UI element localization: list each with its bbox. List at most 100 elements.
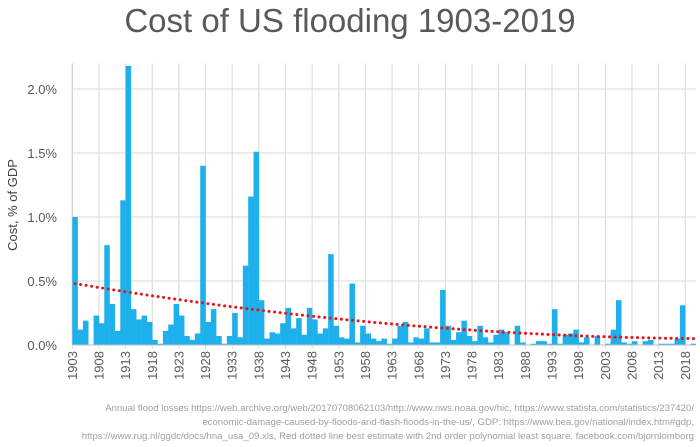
footnote-line-3: https://www.rug.nl/ggdc/docs/hna_usa_09.… bbox=[82, 431, 694, 442]
x-tick-label: 1993 bbox=[545, 351, 560, 380]
x-tick-label: 1933 bbox=[225, 351, 240, 380]
bar-1905 bbox=[82, 320, 89, 345]
bar-1987 bbox=[520, 342, 526, 345]
bar-1919 bbox=[157, 343, 164, 345]
x-tick-label: 1963 bbox=[385, 351, 400, 380]
x-tick-label: 1978 bbox=[465, 351, 480, 380]
bar-1914 bbox=[130, 309, 137, 345]
bar-1935 bbox=[242, 265, 249, 345]
bar-1911 bbox=[114, 330, 121, 345]
bar-1936 bbox=[248, 196, 254, 345]
bar-2016 bbox=[674, 338, 681, 345]
bar-1974 bbox=[450, 339, 457, 345]
bar-1979 bbox=[477, 325, 483, 345]
bar-1970 bbox=[429, 342, 435, 345]
bar-2005 bbox=[615, 300, 622, 345]
bar-1917 bbox=[146, 321, 153, 345]
bar-1990 bbox=[536, 341, 542, 345]
bar-1978 bbox=[472, 341, 478, 345]
bar-1915 bbox=[136, 319, 142, 345]
x-tick-labels: 1903 1908 1913 1918 1923 1928 1933 1938 1943 1948… bbox=[65, 351, 693, 380]
bar-1907 bbox=[93, 315, 100, 345]
bar-1945 bbox=[296, 318, 302, 345]
bar-1941 bbox=[274, 333, 281, 345]
y-tick-label: 0.5% bbox=[27, 274, 57, 289]
x-tick-label: 1973 bbox=[438, 351, 453, 380]
bar-1934 bbox=[237, 337, 244, 345]
bar-2019 bbox=[690, 343, 697, 345]
x-tick-label: 1998 bbox=[571, 351, 586, 380]
y-tick-label: 1.0% bbox=[27, 210, 57, 225]
bar-1996 bbox=[567, 333, 574, 345]
bar-1966 bbox=[408, 342, 414, 345]
bars bbox=[72, 65, 697, 346]
bar-1967 bbox=[413, 337, 419, 345]
bar-1942 bbox=[280, 323, 286, 345]
trendline bbox=[73, 282, 698, 341]
x-tick-label: 1913 bbox=[118, 351, 133, 380]
bar-1955 bbox=[349, 283, 355, 345]
bar-1969 bbox=[424, 328, 430, 345]
bar-1931 bbox=[221, 343, 228, 345]
bar-1976 bbox=[461, 320, 467, 345]
bar-1947 bbox=[306, 307, 313, 345]
bar-1949 bbox=[317, 333, 324, 345]
bar-1922 bbox=[173, 304, 180, 345]
bar-2010 bbox=[642, 341, 649, 345]
x-tick-label: 1943 bbox=[278, 351, 293, 380]
x-tick-label: 1903 bbox=[65, 351, 80, 380]
bar-1972 bbox=[440, 289, 446, 345]
x-tick-label: 1983 bbox=[491, 351, 506, 380]
bar-1982 bbox=[493, 334, 499, 345]
bar-2017 bbox=[679, 305, 686, 345]
bar-1984 bbox=[504, 332, 510, 345]
bar-1948 bbox=[312, 319, 318, 345]
bar-2011 bbox=[647, 339, 654, 345]
bar-1975 bbox=[456, 332, 462, 345]
x-tick-label: 1928 bbox=[198, 351, 213, 380]
y-tick-labels: 0.0% 0.5% 1.0% 1.5% 2.0% bbox=[27, 82, 57, 353]
bar-1932 bbox=[226, 336, 233, 345]
x-tick-label: 1908 bbox=[91, 351, 106, 380]
bar-1940 bbox=[269, 332, 276, 345]
bar-1981 bbox=[488, 342, 494, 345]
bar-1923 bbox=[178, 315, 185, 345]
bar-1920 bbox=[162, 330, 169, 345]
bar-1989 bbox=[530, 343, 537, 345]
bar-1983 bbox=[498, 329, 505, 345]
bar-1939 bbox=[264, 338, 270, 345]
bar-1903 bbox=[72, 217, 78, 345]
x-tick-label: 1938 bbox=[251, 351, 266, 380]
bar-1958 bbox=[365, 333, 371, 345]
bar-1963 bbox=[392, 338, 398, 345]
gridlines bbox=[71, 63, 696, 349]
chart-title: Cost of US flooding 1903-2019 bbox=[124, 2, 575, 39]
bar-1909 bbox=[104, 245, 110, 345]
bar-1959 bbox=[370, 338, 377, 345]
x-tick-label: 2008 bbox=[624, 351, 639, 380]
bar-1918 bbox=[152, 339, 158, 345]
bar-1971 bbox=[434, 342, 441, 345]
bar-1964 bbox=[397, 325, 403, 345]
bar-1938 bbox=[258, 300, 265, 345]
bar-1951 bbox=[328, 254, 334, 345]
bar-2003 bbox=[605, 343, 611, 345]
footnote-line-1: Annual flood losses https://web.archive.… bbox=[105, 403, 694, 414]
y-tick-label: 0.0% bbox=[27, 338, 57, 353]
x-tick-label: 1958 bbox=[358, 351, 373, 380]
bar-2007 bbox=[626, 343, 633, 345]
bar-1993 bbox=[552, 309, 558, 345]
bar-1937 bbox=[253, 151, 260, 345]
x-tick-label: 1923 bbox=[171, 351, 186, 380]
bar-2014 bbox=[663, 343, 670, 345]
bar-1926 bbox=[194, 333, 201, 345]
bar-1962 bbox=[386, 343, 393, 345]
bar-1912 bbox=[120, 200, 126, 345]
bar-1977 bbox=[466, 336, 473, 345]
bar-1965 bbox=[402, 321, 409, 345]
x-tick-label: 1968 bbox=[411, 351, 426, 380]
bar-1956 bbox=[354, 342, 361, 345]
bar-1999 bbox=[583, 337, 590, 345]
bar-1927 bbox=[200, 165, 206, 345]
